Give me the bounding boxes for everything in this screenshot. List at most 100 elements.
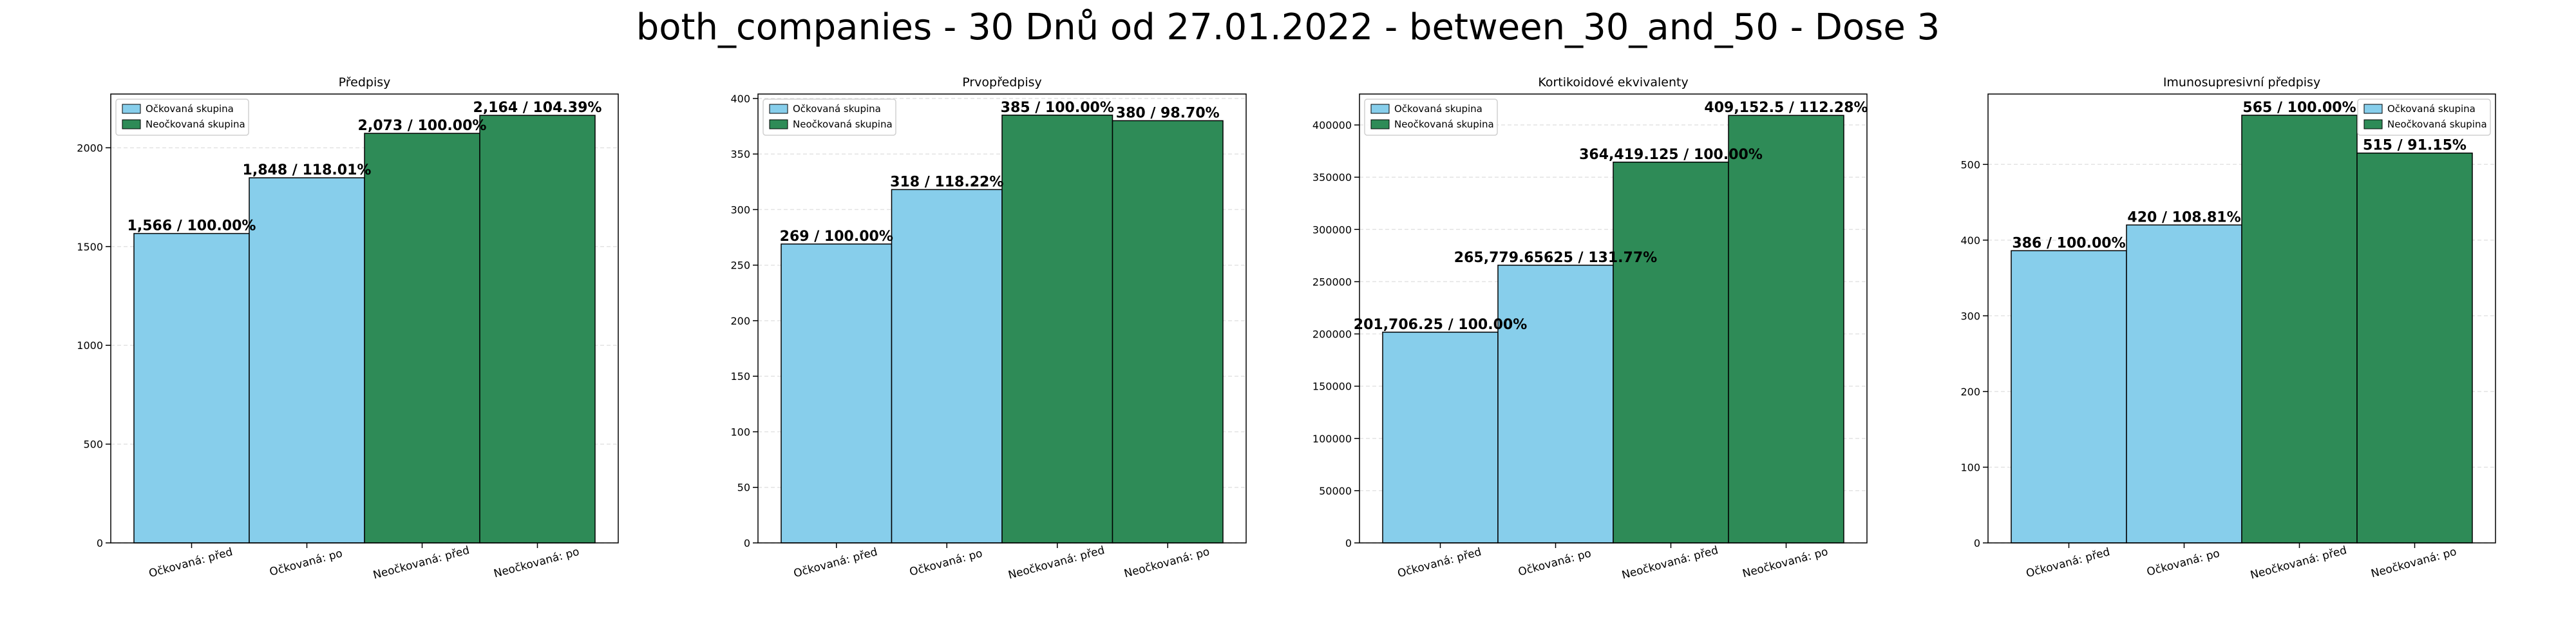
y-tick-label: 50 xyxy=(737,482,750,494)
bar-value-label: 409,152.5 / 112.28% xyxy=(1704,100,1868,116)
legend-swatch-vaccinated xyxy=(122,104,141,114)
x-tick-label: Neočkovaná: po xyxy=(1741,545,1830,581)
legend-box xyxy=(2357,99,2491,136)
bar-value-label: 420 / 108.81% xyxy=(2127,209,2240,225)
bar-value-label: 1,848 / 118.01% xyxy=(243,162,372,178)
legend-swatch-unvaccinated xyxy=(769,119,788,129)
legend-swatch-unvaccinated xyxy=(1370,119,1390,129)
bar-1 xyxy=(1382,332,1499,544)
bar-value-label: 1,566 / 100.00% xyxy=(128,218,256,234)
x-tick-label: Očkovaná: po xyxy=(2145,547,2221,578)
bar-3 xyxy=(364,133,480,544)
y-tick-label: 1000 xyxy=(77,339,103,352)
axes-frame xyxy=(1987,93,2496,544)
bar-value-label: 318 / 118.22% xyxy=(890,174,1003,190)
chart-title: Prvopředpisy xyxy=(962,75,1042,90)
y-tick-label: 400000 xyxy=(1312,119,1352,131)
x-tick-label: Očkovaná: po xyxy=(908,547,984,578)
chart-panel-4: 386 / 100.00%420 / 108.81% 565 / 100.00% 5… xyxy=(1960,75,2496,582)
x-tick-label: Očkovaná: před xyxy=(147,545,234,580)
legend-label-vaccinated: Očkovaná skupina xyxy=(146,103,234,115)
bar-4 xyxy=(479,115,596,544)
legend-label-unvaccinated: Neočkovaná skupina xyxy=(793,118,893,130)
legend-box xyxy=(115,99,249,136)
bar-value-label: 265,779.65625 / 131.77% xyxy=(1454,250,1657,266)
y-tick-label: 400 xyxy=(730,93,750,105)
chart-panel-1: 1,566 / 100.00% 1,848 / 118.01% 2,073 / 10… xyxy=(77,75,619,582)
legend-swatch-vaccinated xyxy=(2363,104,2383,114)
x-tick-label: Neočkovaná: po xyxy=(1122,545,1211,581)
axes-frame xyxy=(1359,93,1868,544)
bar-4 xyxy=(2356,152,2473,544)
legend-swatch-vaccinated xyxy=(1370,104,1390,114)
bar-value-label: 386 / 100.00% xyxy=(2012,235,2125,251)
y-tick-label: 150000 xyxy=(1312,381,1352,393)
y-tick-label: 500 xyxy=(1960,158,1980,171)
x-tick-label: Neočkovaná: před xyxy=(1620,544,1719,582)
chart-title: Předpisy xyxy=(339,75,391,90)
bar-1 xyxy=(2011,250,2127,544)
x-tick-label: Očkovaná: před xyxy=(792,545,878,580)
y-tick-label: 0 xyxy=(1974,537,1980,549)
y-tick-label: 300 xyxy=(730,204,750,216)
x-tick-label: Očkovaná: před xyxy=(1396,545,1482,580)
y-tick-label: 1500 xyxy=(77,241,103,253)
y-tick-label: 500 xyxy=(83,439,103,451)
legend-swatch-unvaccinated xyxy=(122,119,141,129)
bar-value-label: 2,073 / 100.00% xyxy=(358,118,487,134)
legend-label-vaccinated: Očkovaná skupina xyxy=(2387,103,2476,115)
legend-label-unvaccinated: Neočkovaná skupina xyxy=(146,118,245,130)
y-tick-label: 300 xyxy=(1960,310,1980,322)
y-tick-label: 200 xyxy=(730,315,750,327)
chart-panel-3: 201,706.25 / 100.00% 265,779.65625 / 131.… xyxy=(1312,75,1868,582)
chart-panel-2: 269 / 100.00%318 / 118.22%385 / 100.00% 3… xyxy=(730,75,1247,582)
bar-2 xyxy=(2126,224,2242,544)
y-tick-label: 350 xyxy=(730,148,750,160)
chart-title: Imunosupresivní předpisy xyxy=(2163,75,2320,90)
y-tick-label: 0 xyxy=(744,537,750,549)
legend-label-unvaccinated: Neočkovaná skupina xyxy=(1394,118,1494,130)
bar-4 xyxy=(1728,115,1844,544)
figure-suptitle: both_companies - 30 Dnů od 27.01.2022 - … xyxy=(636,6,1940,48)
legend-swatch-vaccinated xyxy=(769,104,788,114)
bar-value-label: 565 / 100.00% xyxy=(2242,100,2356,116)
y-tick-label: 200 xyxy=(1960,386,1980,398)
y-tick-label: 2000 xyxy=(77,142,103,154)
x-tick-label: Očkovaná: po xyxy=(268,547,344,578)
bar-1 xyxy=(133,232,250,544)
legend: Očkovaná skupina Neočkovaná skupina xyxy=(115,99,249,136)
bar-2 xyxy=(1497,265,1614,544)
y-tick-label: 250 xyxy=(730,260,750,272)
x-tick-label: Neočkovaná: před xyxy=(372,544,471,582)
y-tick-label: 100000 xyxy=(1312,433,1352,445)
bar-3 xyxy=(1613,162,1729,544)
legend: Očkovaná skupina Neočkovaná skupina xyxy=(2357,99,2491,136)
bar-2 xyxy=(249,177,365,544)
bar-value-label: 364,419.125 / 100.00% xyxy=(1579,147,1763,163)
bar-1 xyxy=(781,243,893,544)
y-tick-label: 300000 xyxy=(1312,223,1352,236)
legend-label-vaccinated: Očkovaná skupina xyxy=(1394,103,1482,115)
y-tick-label: 350000 xyxy=(1312,171,1352,184)
x-tick-label: Očkovaná: po xyxy=(1517,547,1593,578)
legend-label-unvaccinated: Neočkovaná skupina xyxy=(2387,118,2487,130)
bar-value-label: 380 / 98.70% xyxy=(1116,105,1220,121)
bar-value-label: 2,164 / 104.39% xyxy=(473,100,602,116)
axes-frame xyxy=(757,93,1247,544)
bar-value-label: 201,706.25 / 100.00% xyxy=(1354,317,1527,333)
y-tick-label: 200000 xyxy=(1312,328,1352,341)
bar-value-label: 515 / 91.15% xyxy=(2363,138,2467,154)
y-tick-label: 400 xyxy=(1960,234,1980,247)
bar-3 xyxy=(1001,115,1113,544)
bar-4 xyxy=(1112,120,1224,544)
bar-3 xyxy=(2241,115,2358,544)
legend-swatch-unvaccinated xyxy=(2363,119,2383,129)
bar-value-label: 385 / 100.00% xyxy=(1001,100,1114,116)
x-tick-label: Neočkovaná: po xyxy=(493,545,581,581)
legend: Očkovaná skupina Neočkovaná skupina xyxy=(1364,99,1498,136)
bar-2 xyxy=(891,189,1003,544)
axes-frame xyxy=(110,93,619,544)
chart-title: Kortikoidové ekvivalenty xyxy=(1538,75,1688,90)
x-tick-label: Neočkovaná: před xyxy=(1007,544,1106,582)
